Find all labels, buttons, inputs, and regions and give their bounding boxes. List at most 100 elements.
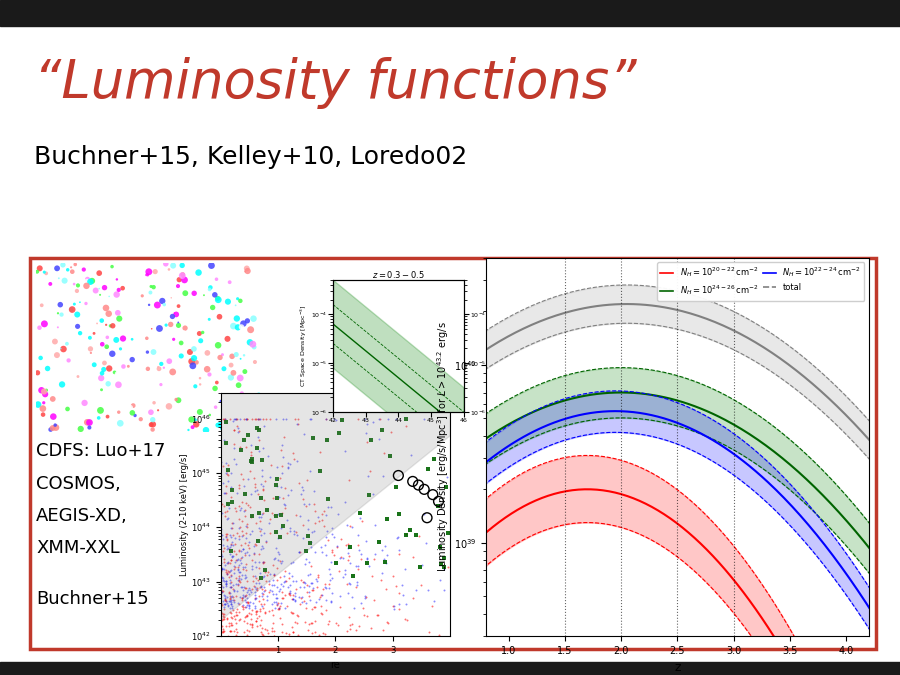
Y-axis label: Luminosity (2-10 keV) [erg/s]: Luminosity (2-10 keV) [erg/s] (181, 453, 190, 576)
Point (279, 576, 293, 587)
Point (269, 526, 284, 537)
Point (219, 578, 233, 589)
Point (193, 373, 207, 383)
Point (199, 425, 213, 435)
Point (222, 502, 237, 513)
Point (358, 536, 373, 547)
Point (248, 601, 262, 612)
Point (218, 487, 232, 498)
Point (231, 545, 246, 556)
Point (104, 410, 119, 421)
Point (331, 566, 346, 577)
Point (220, 533, 234, 544)
Point (100, 332, 114, 343)
Point (211, 340, 225, 351)
Point (213, 597, 228, 608)
Point (230, 591, 244, 601)
Point (230, 554, 245, 564)
Point (144, 419, 158, 430)
Point (294, 597, 309, 608)
Point (274, 522, 289, 533)
Point (320, 502, 335, 512)
Point (99, 319, 113, 330)
Point (223, 595, 238, 605)
Point (248, 570, 262, 581)
Bar (0, 0, 900, 26)
Point (383, 450, 398, 461)
Point (215, 564, 230, 575)
Point (232, 505, 247, 516)
Point (306, 583, 320, 593)
Point (219, 566, 233, 577)
Point (218, 560, 232, 570)
Point (436, 561, 451, 572)
Point (235, 551, 249, 562)
Point (232, 514, 247, 524)
Point (55, 379, 69, 390)
Point (180, 425, 194, 435)
Point (281, 582, 295, 593)
Point (371, 610, 385, 620)
Point (83, 276, 97, 287)
Point (330, 541, 345, 552)
Point (308, 546, 322, 557)
Point (374, 575, 388, 586)
Point (436, 585, 451, 596)
Point (421, 626, 436, 637)
Point (238, 595, 252, 605)
Point (146, 424, 160, 435)
Point (272, 602, 286, 613)
Point (255, 454, 269, 465)
Point (274, 461, 289, 472)
Point (315, 609, 329, 620)
Point (229, 623, 243, 634)
Point (216, 608, 230, 619)
Point (214, 530, 229, 541)
Point (270, 600, 284, 611)
Point (308, 602, 322, 613)
Point (166, 367, 180, 377)
Point (351, 529, 365, 540)
Point (226, 584, 240, 595)
Point (261, 566, 275, 577)
Point (290, 455, 304, 466)
Point (436, 553, 451, 564)
Point (299, 603, 313, 614)
Point (249, 484, 264, 495)
Point (216, 572, 230, 583)
Point (214, 576, 229, 587)
Point (239, 522, 254, 533)
Point (230, 562, 245, 572)
Point (220, 591, 235, 602)
Point (217, 363, 231, 374)
Legend: $N_H = 10^{20-22}\,\mathrm{cm}^{-2}$, $N_H = 10^{24-26}\,\mathrm{cm}^{-2}$, $N_H: $N_H = 10^{20-22}\,\mathrm{cm}^{-2}$, $N… (657, 262, 864, 300)
Point (238, 511, 252, 522)
Point (277, 576, 292, 587)
Point (245, 620, 259, 630)
Point (76, 264, 91, 275)
Point (218, 594, 232, 605)
Point (237, 544, 251, 555)
Point (148, 266, 162, 277)
Point (236, 563, 250, 574)
Point (202, 369, 217, 380)
Point (348, 581, 363, 592)
Point (255, 465, 269, 476)
Point (273, 556, 287, 566)
Point (80, 417, 94, 428)
Point (215, 562, 230, 573)
Point (319, 413, 333, 424)
Point (363, 489, 377, 500)
Point (216, 545, 230, 556)
Point (218, 594, 232, 605)
Point (417, 484, 431, 495)
Point (236, 603, 250, 614)
Point (213, 587, 228, 597)
Point (202, 284, 217, 295)
Point (375, 545, 390, 556)
Point (251, 578, 266, 589)
Point (346, 570, 360, 581)
Point (223, 591, 238, 602)
Point (270, 563, 284, 574)
Point (276, 593, 291, 603)
